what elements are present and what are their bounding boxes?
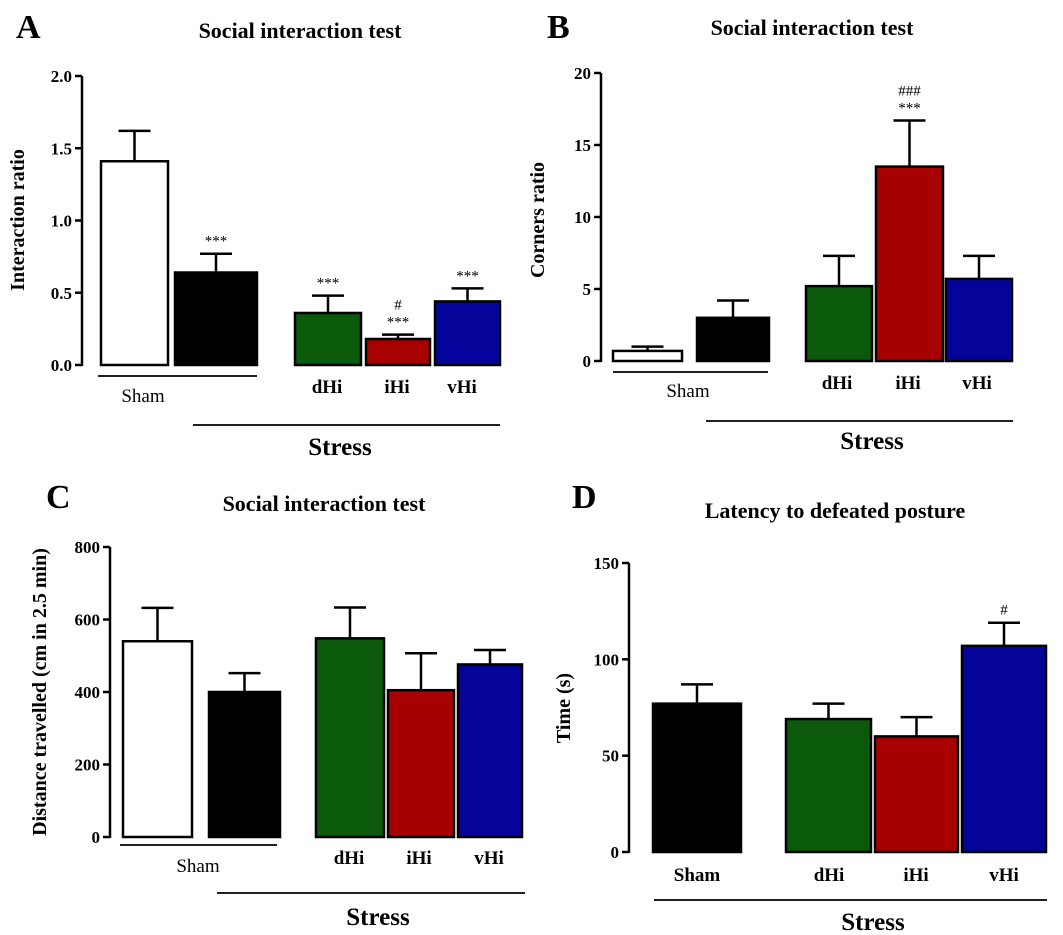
panel-d-bar [960,644,1048,854]
panel-d-category-label: vHi [989,865,1019,886]
panel-letter-c: C [46,479,71,516]
panel-b-ylabel: Corners ratio [527,162,549,278]
panel-b-stress-label: Stress [840,428,904,455]
panel-b-significance-label: *** [898,101,921,117]
panel-d-significance-label: # [1000,603,1008,619]
panel-a-ytick-label: 0.5 [51,284,72,303]
panel-d-ytick-label: 100 [594,650,620,669]
panel-d-chart: 0 50 100 150 # Sham dHi iHi vHi Stress [594,554,1048,935]
panel-c-chart: 0 200 400 600 800 dHi iHi vHi Sham Stress [75,538,525,931]
panel-a-title: Social interaction test [199,18,403,43]
panel-a-significance-label: # [394,298,402,314]
panel-c-bar [456,663,524,839]
panel-d-ytick-label: 50 [602,747,619,766]
panel-d-bar [784,717,873,854]
panel-a-bar [433,300,502,367]
panel-a-bar [173,271,259,367]
panel-a-bar [99,160,170,367]
panel-letter-d: D [572,479,597,516]
panel-d-category-label: Sham [674,865,721,886]
panel-c-ytick-label: 800 [75,538,101,557]
panel-a-ytick-label: 0.0 [51,356,72,375]
panel-a-ylabel: Interaction ratio [7,149,29,291]
panel-a-sham-label: Sham [121,386,165,407]
panel-letter-b: B [547,9,570,46]
panel-a-bar [364,337,432,367]
panel-a-chart: 0.00.51.01.52.0******#******dHi iHi vHiSha… [51,67,502,461]
panel-c-bar [207,690,282,839]
panel-a-ytick-label: 1.5 [51,139,72,158]
panel-a-significance-label: *** [317,276,340,292]
panel-c-sham-label: Sham [176,856,220,877]
panel-a-category-label: dHi [312,377,343,398]
panel-d-title: Latency to defeated posture [705,498,966,523]
panel-d-ylabel: Time (s) [553,673,575,743]
panel-a-stress-label: Stress [308,434,372,461]
panel-c-ytick-label: 0 [92,828,101,847]
panel-c-ytick-label: 200 [75,756,101,775]
panel-a-category-label: iHi [384,377,409,398]
panel-d-bar [873,735,960,854]
panel-b-ytick-label: 15 [574,136,591,155]
panel-a-ytick-label: 2.0 [51,67,72,86]
panel-c-stress-label: Stress [346,904,410,931]
panel-b-bar [611,349,684,363]
panel-b-bar [874,165,945,363]
panel-c-bar [386,688,456,839]
panel-letter-a: A [16,9,41,46]
panel-b-bar [695,316,771,363]
panel-b-sham-label: Sham [666,381,710,402]
panel-c-ytick-label: 400 [75,683,101,702]
panel-b-category-label: vHi [962,373,992,394]
panel-a-bar [293,311,363,367]
panel-a-significance-label: *** [205,234,228,250]
panel-d-stress-label: Stress [841,909,905,935]
panel-c-category-label: iHi [406,848,431,869]
panel-c-ytick-label: 600 [75,611,101,630]
panel-b-significance-label: ### [898,84,921,100]
panel-b-bar [804,284,874,363]
panel-a-ytick-label: 1.0 [51,212,72,231]
panel-a-significance-label: *** [456,268,479,284]
panel-d-category-label: iHi [903,865,928,886]
panel-b-bar [944,277,1014,363]
panel-c-ylabel: Distance travelled (cm in 2.5 min) [29,548,51,836]
panel-c-category-label: vHi [474,848,504,869]
panel-d-ytick-label: 0 [611,843,620,862]
panel-b-ytick-label: 20 [574,64,591,83]
panel-c-category-label: dHi [334,848,365,869]
panel-b-ytick-label: 5 [583,280,592,299]
panel-b-chart: 0 5 10 15 20 ###*** dHi iHi vHi Sham Stress [574,64,1014,455]
panel-c-bar [314,637,386,839]
panel-d-ytick-label: 150 [594,554,620,573]
panel-b-ytick-label: 0 [583,352,592,371]
panel-a-significance-label: *** [387,315,410,331]
panel-c-title: Social interaction test [223,491,427,516]
panel-b-category-label: dHi [822,373,853,394]
panel-d-bar [651,702,743,854]
panel-a-category-label: vHi [447,377,477,398]
panel-c-bar [121,640,194,839]
panel-b-title: Social interaction test [711,15,915,40]
panel-d-category-label: dHi [814,865,845,886]
panel-b-ytick-label: 10 [574,208,591,227]
panel-b-category-label: iHi [895,373,920,394]
